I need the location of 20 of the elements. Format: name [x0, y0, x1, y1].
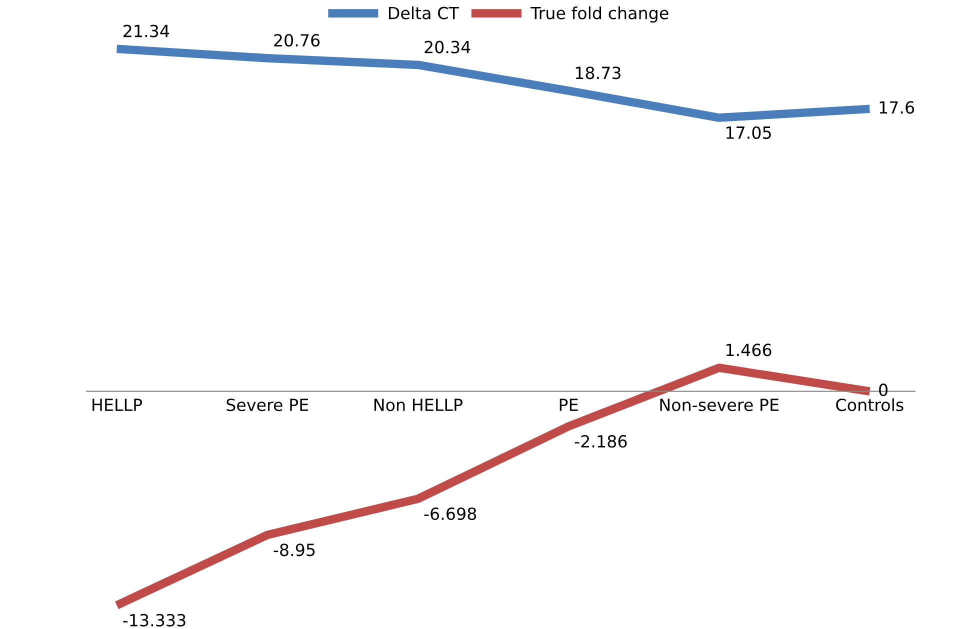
data-label: 20.76	[274, 34, 320, 47]
x-tick-label: Non HELLP	[374, 398, 462, 412]
x-tick-label: PE	[560, 398, 578, 411]
x-tick-label: Severe PE	[226, 398, 308, 412]
data-label: -6.698	[424, 507, 476, 520]
data-label: 0	[879, 384, 888, 396]
data-label: -8.95	[274, 544, 315, 556]
data-label: 17.6	[880, 101, 914, 114]
x-tick-label: Non-severe PE	[660, 398, 778, 412]
x-tick-label: HELLP	[92, 398, 142, 411]
data-label: 18.73	[576, 66, 620, 80]
data-label: -2.186	[574, 435, 627, 448]
data-label: -13.333	[123, 614, 186, 627]
legend-label: Delta CT	[388, 6, 459, 20]
x-tick-label: Controls	[836, 398, 904, 412]
data-label: 1.466	[726, 344, 772, 356]
data-label: 17.05	[726, 126, 771, 139]
data-label: 21.34	[124, 24, 170, 38]
data-label: 20.34	[424, 40, 470, 54]
legend-label: True fold change	[530, 6, 668, 23]
